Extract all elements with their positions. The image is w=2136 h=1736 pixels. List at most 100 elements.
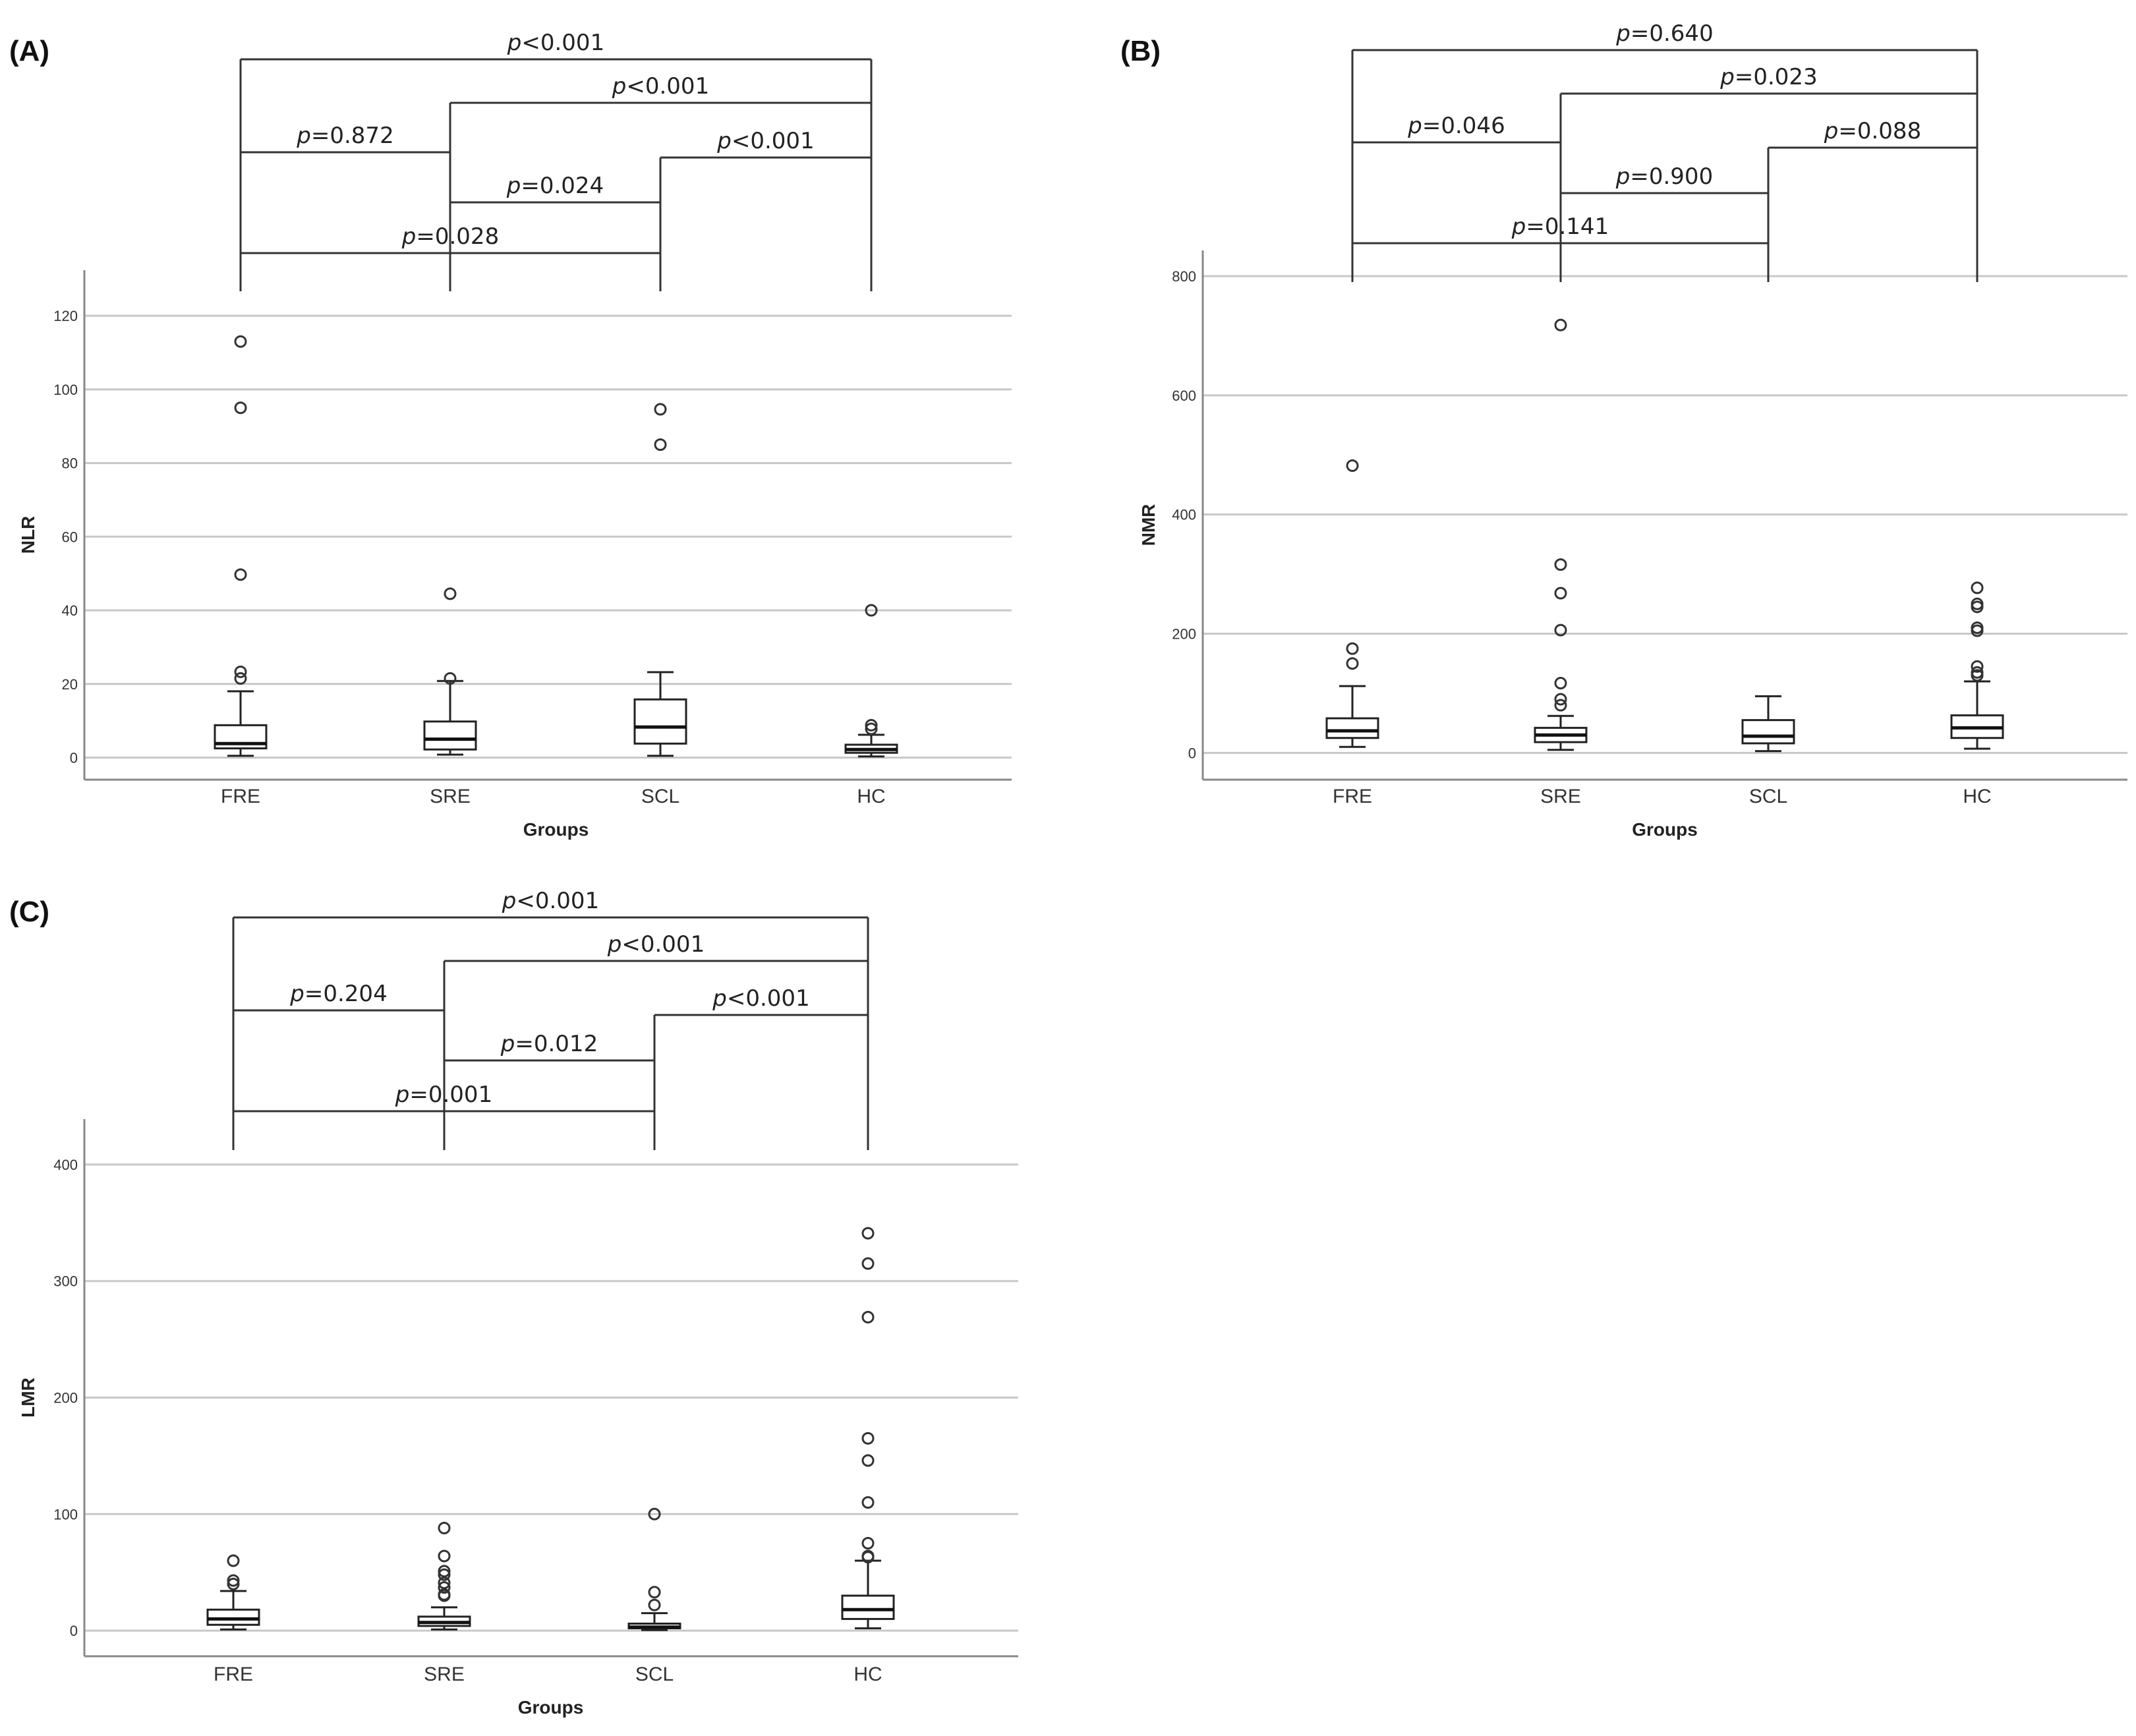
p-value: <0.001: [626, 73, 709, 100]
comparison-bracket: p=0.872: [239, 123, 451, 291]
box-hc: [841, 1227, 895, 1630]
p-value-label: p=0.640: [1615, 20, 1713, 47]
comparison-bracket: p=0.024: [449, 173, 662, 291]
p-symbol: p: [1511, 214, 1526, 240]
outlier-point: [438, 1577, 451, 1590]
p-value: <0.001: [621, 931, 705, 958]
box-fre: [206, 1554, 260, 1631]
p-value-label: p<0.001: [607, 931, 705, 958]
iqr-box: [423, 720, 477, 751]
comparison-bracket: p=0.001: [232, 1082, 656, 1150]
x-tick-label: SCL: [641, 786, 679, 807]
outlier-point: [227, 1554, 240, 1567]
x-axis-title: Groups: [1632, 819, 1698, 840]
x-tick-label: HC: [853, 1664, 882, 1685]
box-fre: [214, 335, 268, 757]
y-tick-label: 800: [1172, 268, 1196, 285]
y-tick-label: 120: [53, 308, 78, 324]
comparison-bracket: p<0.001: [659, 128, 873, 291]
iqr-box: [1741, 719, 1795, 745]
outlier-point: [438, 1589, 451, 1602]
box-sre: [417, 1522, 471, 1631]
p-value-label: p=0.012: [500, 1031, 598, 1057]
outlier-point: [1554, 677, 1567, 690]
outlier-point: [1554, 558, 1567, 571]
outlier-point: [865, 604, 878, 617]
outlier-point: [438, 1565, 451, 1578]
iqr-box: [841, 1594, 895, 1620]
y-tick-label: 0: [70, 749, 78, 766]
p-value: =0.028: [416, 223, 499, 250]
outlier-point: [1554, 693, 1567, 706]
p-value-label: p=0.900: [1615, 163, 1713, 190]
iqr-box: [206, 1608, 260, 1626]
p-value-label: p<0.001: [502, 888, 599, 914]
p-symbol: p: [502, 888, 517, 914]
y-tick-label: 100: [53, 1506, 78, 1522]
p-value: =0.023: [1735, 64, 1818, 90]
p-symbol: p: [712, 985, 727, 1012]
box-sre: [1534, 318, 1588, 751]
p-symbol: p: [395, 1082, 410, 1108]
outlier-point: [1346, 459, 1359, 473]
p-value: =0.012: [515, 1031, 598, 1057]
p-symbol: p: [1407, 113, 1422, 139]
y-tick-label: 0: [1188, 745, 1196, 761]
x-axis-title: Groups: [523, 819, 589, 840]
outlier-point: [861, 1227, 875, 1240]
comparison-bracket: p<0.001: [239, 30, 873, 291]
outlier-point: [1971, 669, 1984, 682]
outlier-point: [1554, 623, 1567, 637]
comparison-bracket: p<0.001: [653, 985, 869, 1150]
p-value-label: p<0.001: [507, 30, 604, 56]
p-value: =0.900: [1630, 163, 1713, 190]
p-value: <0.001: [732, 128, 815, 154]
iqr-box: [633, 698, 687, 745]
comparison-bracket: p=0.900: [1559, 163, 1770, 282]
comparison-bracket: p=0.028: [239, 223, 662, 291]
y-axis-title: NLR: [18, 516, 38, 554]
outlier-point: [1554, 587, 1567, 600]
p-value-label: p=0.001: [395, 1082, 492, 1108]
y-tick-label: 200: [1172, 625, 1196, 642]
outlier-point: [861, 1496, 875, 1509]
x-tick-label: SRE: [424, 1664, 465, 1685]
y-tick-label: 60: [62, 529, 78, 545]
outlier-point: [438, 1568, 451, 1581]
x-tick-label: SCL: [635, 1664, 674, 1685]
y-tick-label: 40: [62, 602, 78, 619]
comparison-bracket: p=0.204: [232, 981, 446, 1150]
y-tick-label: 600: [1172, 388, 1196, 404]
outlier-point: [861, 1311, 875, 1324]
outlier-point: [648, 1507, 661, 1520]
p-symbol: p: [506, 173, 521, 199]
p-symbol: p: [1824, 118, 1839, 144]
p-value: <0.001: [516, 888, 599, 914]
p-value-label: p=0.024: [506, 173, 604, 199]
x-tick-label: HC: [857, 786, 885, 807]
outlier-point: [865, 718, 878, 732]
box-hc: [1950, 581, 2004, 750]
box-hc: [844, 604, 898, 758]
p-symbol: p: [607, 931, 622, 958]
y-tick-label: 100: [53, 382, 78, 398]
x-tick-label: HC: [1963, 786, 1991, 807]
comparison-bracket: p=0.088: [1767, 118, 1978, 282]
p-value: =0.872: [311, 123, 394, 149]
y-tick-label: 400: [53, 1157, 78, 1173]
p-symbol: p: [716, 128, 732, 154]
outlier-point: [865, 722, 878, 736]
p-value-label: p=0.028: [401, 223, 499, 250]
outlier-point: [444, 587, 457, 600]
outlier-point: [227, 1577, 240, 1590]
comparison-bracket: p=0.640: [1351, 20, 1978, 282]
p-value: =0.024: [521, 173, 604, 199]
outlier-point: [1346, 657, 1359, 670]
outlier-point: [1971, 624, 1984, 637]
p-symbol: p: [507, 30, 522, 56]
outlier-point: [861, 1257, 875, 1270]
y-tick-label: 400: [1172, 507, 1196, 523]
p-value-label: p=0.088: [1824, 118, 1921, 144]
outlier-point: [654, 403, 667, 416]
